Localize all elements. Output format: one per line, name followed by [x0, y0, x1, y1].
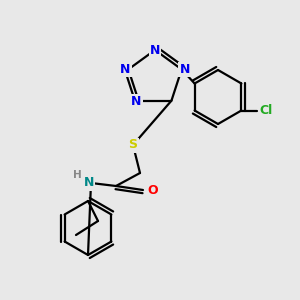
Text: O: O [148, 184, 158, 196]
Text: N: N [120, 63, 130, 76]
Text: N: N [179, 63, 190, 76]
Text: N: N [84, 176, 94, 190]
Text: H: H [73, 170, 81, 180]
Text: N: N [131, 95, 142, 108]
Text: S: S [128, 139, 137, 152]
Text: N: N [150, 44, 160, 56]
Text: Cl: Cl [260, 104, 273, 117]
